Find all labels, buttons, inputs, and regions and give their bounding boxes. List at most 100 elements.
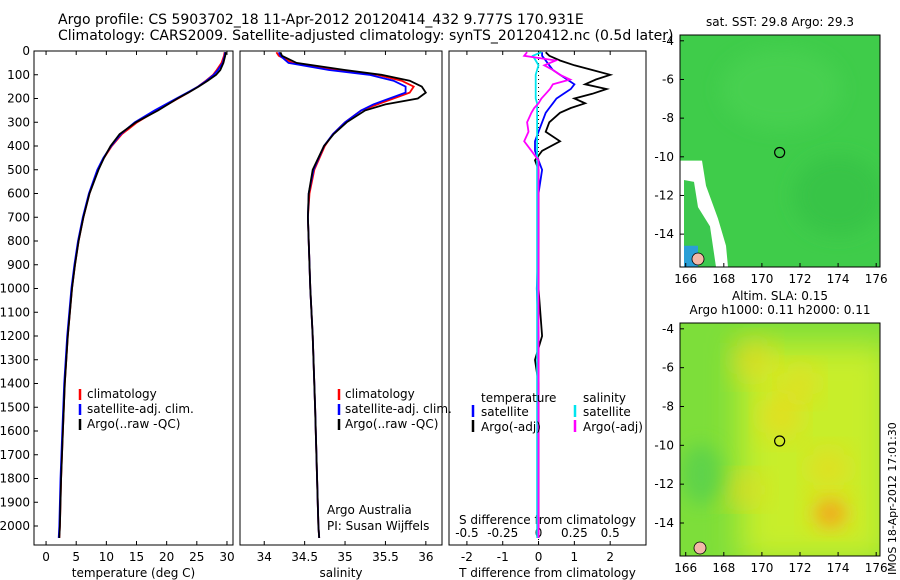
y-tick-label: 100	[7, 68, 30, 82]
x-tick-label: 15	[129, 550, 144, 564]
map-x-tick-label: 172	[789, 561, 812, 575]
x2-tick-label: 0.5	[601, 526, 620, 540]
x2-tick-label: 0.25	[561, 526, 588, 540]
map-x-tick-label: 174	[827, 272, 850, 286]
sst-field	[680, 35, 880, 267]
y-tick-label: 400	[7, 139, 30, 153]
map-y-tick-label: -12	[654, 477, 674, 491]
y-tick-label: 700	[7, 210, 30, 224]
y-tick-label: 1700	[0, 448, 30, 462]
x-tick-label: 34	[257, 550, 272, 564]
y-tick-label: 0	[22, 44, 30, 58]
series-line-2	[58, 52, 227, 538]
sla-high-2	[724, 477, 761, 502]
x-tick-label: -1	[497, 550, 509, 564]
map-y-tick-label: -10	[654, 438, 674, 452]
map-x-tick-label: 168	[712, 272, 735, 286]
series-line-1	[277, 51, 407, 538]
y-tick-label: 300	[7, 115, 30, 129]
plot-frame-1	[239, 50, 443, 546]
x-axis-label: salinity	[319, 566, 362, 580]
y-tick-label: 200	[7, 92, 30, 106]
x-tick-label: 0	[42, 550, 50, 564]
series-line-1	[533, 51, 614, 538]
x-tick-label: -2	[461, 550, 473, 564]
map-y-tick-label: -12	[654, 188, 674, 202]
island-icon	[693, 541, 707, 555]
x-tick-label: 34.5	[291, 550, 318, 564]
map-y-tick-label: -8	[662, 399, 674, 413]
sla-warm-region	[740, 343, 880, 556]
y-tick-label: 900	[7, 258, 30, 272]
annotation-line: Argo Australia	[327, 503, 412, 517]
plot-frame-0	[33, 50, 234, 546]
x-tick-label: 5	[72, 550, 80, 564]
sla-field	[680, 323, 880, 556]
map-y-tick-label: -4	[662, 322, 674, 336]
x2-axis-label: S difference from climatology	[459, 513, 636, 527]
map-x-tick-label: 176	[865, 561, 888, 575]
x2-tick-label: -0.25	[487, 526, 518, 540]
map-frame-1	[679, 34, 881, 268]
x-tick-label: 36	[418, 550, 433, 564]
sst-patch	[793, 155, 880, 236]
sst-nearshore	[684, 180, 716, 267]
series-line-2	[531, 51, 542, 538]
figure-title-line1: Argo profile: CS 5903702_18 11-Apr-2012 …	[58, 12, 584, 28]
series-line-3	[522, 51, 573, 538]
map-y-tick-label: -10	[654, 150, 674, 164]
legend-entry: climatology	[87, 387, 157, 401]
map-x-tick-label: 170	[750, 561, 773, 575]
legend-title: temperature	[481, 391, 556, 405]
x-tick-label: 35.5	[372, 550, 399, 564]
map-x-tick-label: 170	[750, 272, 773, 286]
y-tick-label: 500	[7, 163, 30, 177]
plot-frame-2	[448, 50, 647, 546]
x-tick-label: 0	[535, 550, 543, 564]
map-x-tick-label: 176	[865, 272, 888, 286]
map-x-tick-label: 168	[712, 561, 735, 575]
y-tick-label: 1000	[0, 282, 30, 296]
sla-low	[680, 444, 721, 505]
legend-entry: Argo(..raw -QC)	[87, 417, 180, 431]
map-title: sat. SST: 29.8 Argo: 29.3	[706, 15, 854, 29]
x-axis-label: temperature (deg C)	[72, 566, 195, 580]
map-y-tick-label: -6	[662, 72, 674, 86]
series-line-2	[279, 51, 428, 538]
x-tick-label: 2	[606, 550, 614, 564]
x-tick-label: 25	[189, 550, 204, 564]
map-subtitle: Argo h1000: 0.11 h2000: 0.11	[690, 303, 871, 317]
legend-entry: Argo(-adj)	[481, 420, 541, 434]
map-y-tick-label: -14	[654, 516, 674, 530]
legend-entry: satellite-adj. clim.	[87, 402, 194, 416]
map-title: Altim. SLA: 0.15	[732, 289, 828, 303]
map-y-tick-label: -4	[662, 34, 674, 48]
y-tick-label: 2000	[0, 519, 30, 533]
legend-entry: Argo(..raw -QC)	[345, 417, 438, 431]
legend-entry: satellite	[481, 405, 529, 419]
legend-entry: satellite	[583, 405, 631, 419]
map-x-tick-label: 166	[674, 272, 697, 286]
y-tick-label: 1200	[0, 329, 30, 343]
x-tick-label: 35	[337, 550, 352, 564]
map-y-tick-label: -8	[662, 111, 674, 125]
y-tick-label: 1500	[0, 400, 30, 414]
sst-patch	[720, 49, 841, 130]
y-tick-label: 1900	[0, 495, 30, 509]
island-icon	[691, 252, 705, 266]
legend-entry: satellite-adj. clim.	[345, 402, 452, 416]
series-line-1	[57, 52, 227, 538]
x-tick-label: 30	[219, 550, 234, 564]
legend-entry: climatology	[345, 387, 415, 401]
map-y-tick-label: -6	[662, 361, 674, 375]
y-tick-label: 1100	[0, 305, 30, 319]
sla-high-4	[812, 452, 845, 485]
series-line-0	[58, 52, 226, 538]
series-line-0	[275, 51, 416, 538]
x-tick-label: 10	[99, 550, 114, 564]
y-tick-label: 1800	[0, 472, 30, 486]
sla-high-0	[736, 343, 769, 376]
figure-title-line2: Climatology: CARS2009. Satellite-adjuste…	[58, 28, 674, 44]
map-frame-2	[679, 322, 881, 557]
